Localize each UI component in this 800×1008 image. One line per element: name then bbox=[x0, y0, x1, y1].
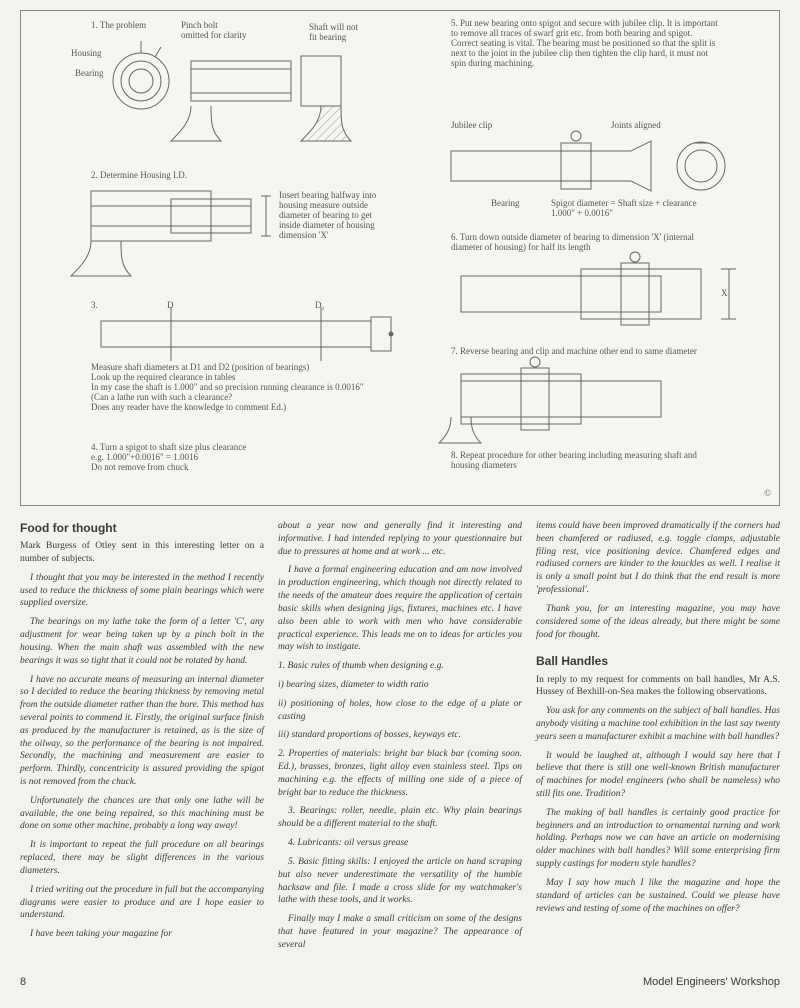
column-1: Food for thought Mark Burgess of Otley s… bbox=[20, 520, 264, 958]
a1p5: Unfortunately the chances are that only … bbox=[20, 795, 264, 833]
page-number: 8 bbox=[20, 976, 26, 988]
a1p1: Mark Burgess of Otley sent in this inter… bbox=[20, 540, 264, 566]
c2p9: 4. Lubricants: oil versus grease bbox=[278, 837, 522, 850]
bearing-label: Bearing bbox=[75, 69, 104, 79]
d2-label: D₂ bbox=[315, 301, 325, 311]
housing-label: Housing bbox=[71, 49, 102, 59]
c2p3: 1. Basic rules of thumb when designing e… bbox=[278, 660, 522, 673]
d-label: D bbox=[167, 301, 174, 311]
a1p2: I thought that you may be interested in … bbox=[20, 572, 264, 610]
magazine-title: Model Engineers' Workshop bbox=[643, 976, 780, 988]
a1p7: I tried writing out the procedure in ful… bbox=[20, 884, 264, 922]
a2p3: It would be laughed at, although I would… bbox=[536, 750, 780, 801]
step3-note: Measure shaft diameters at D1 and D2 (po… bbox=[91, 363, 401, 412]
a1p6: It is important to repeat the full proce… bbox=[20, 839, 264, 877]
step6-note: 6. Turn down outside diameter of bearing… bbox=[451, 233, 711, 253]
pinch-bolt-label: Pinch bolt omitted for clarity bbox=[181, 21, 246, 41]
c2p4: i) bearing sizes, diameter to width rati… bbox=[278, 679, 522, 692]
step7-note: 7. Reverse bearing and clip and machine … bbox=[451, 347, 711, 357]
page-footer: 8 Model Engineers' Workshop bbox=[20, 976, 780, 988]
instruction-diagram: 1. The problem Pinch bolt omitted for cl… bbox=[20, 10, 780, 506]
step2-title: 2. Determine Housing I.D. bbox=[91, 171, 187, 181]
a2p4: The making of ball handles is certainly … bbox=[536, 807, 780, 871]
food-for-thought-heading: Food for thought bbox=[20, 520, 264, 536]
a2p2: You ask for any comments on the subject … bbox=[536, 705, 780, 743]
c2p10: 5. Basic fitting skills: I enjoyed the a… bbox=[278, 856, 522, 907]
copyright-mark: © bbox=[764, 489, 771, 499]
a1p4: I have no accurate means of measuring an… bbox=[20, 674, 264, 789]
step8-note: 8. Repeat procedure for other bearing in… bbox=[451, 451, 721, 471]
c3p2: Thank you, for an interesting magazine, … bbox=[536, 603, 780, 641]
a1p8: I have been taking your magazine for bbox=[20, 928, 264, 941]
ball-handles-heading: Ball Handles bbox=[536, 653, 780, 669]
jubilee-label: Jubilee clip bbox=[451, 121, 492, 131]
bearing2-label: Bearing bbox=[491, 199, 520, 209]
c2p6: iii) standard proportions of bosses, key… bbox=[278, 729, 522, 742]
c3p1: items could have been improved dramatica… bbox=[536, 520, 780, 597]
c2p2: I have a formal engineering education an… bbox=[278, 564, 522, 654]
step5-note: 5. Put new bearing onto spigot and secur… bbox=[451, 19, 721, 68]
c2p1: about a year now and generally find it i… bbox=[278, 520, 522, 558]
step2-note: Insert bearing halfway into housing meas… bbox=[279, 191, 389, 240]
column-2: about a year now and generally find it i… bbox=[278, 520, 522, 958]
a2p1: In reply to my request for comments on b… bbox=[536, 674, 780, 700]
a1p3: The bearings on my lathe take the form o… bbox=[20, 616, 264, 667]
column-3: items could have been improved dramatica… bbox=[536, 520, 780, 958]
c2p8: 3. Bearings: roller, needle, plain etc. … bbox=[278, 805, 522, 831]
spigot-label: Spigot diameter = Shaft size + clearance… bbox=[551, 199, 741, 219]
joints-label: Joints aligned bbox=[611, 121, 661, 131]
c2p7: 2. Properties of materials: bright bar b… bbox=[278, 748, 522, 799]
step3-title: 3. bbox=[91, 301, 98, 311]
step1-title: 1. The problem bbox=[91, 21, 146, 31]
a2p5: May I say how much I like the magazine a… bbox=[536, 877, 780, 915]
article-columns: Food for thought Mark Burgess of Otley s… bbox=[20, 520, 780, 958]
x-label: X bbox=[721, 289, 728, 299]
shaft-label: Shaft will not fit bearing bbox=[309, 23, 358, 43]
c2p11: Finally may I make a small criticism on … bbox=[278, 913, 522, 951]
c2p5: ii) positioning of holes, how close to t… bbox=[278, 698, 522, 724]
step4-note: 4. Turn a spigot to shaft size plus clea… bbox=[91, 443, 401, 473]
